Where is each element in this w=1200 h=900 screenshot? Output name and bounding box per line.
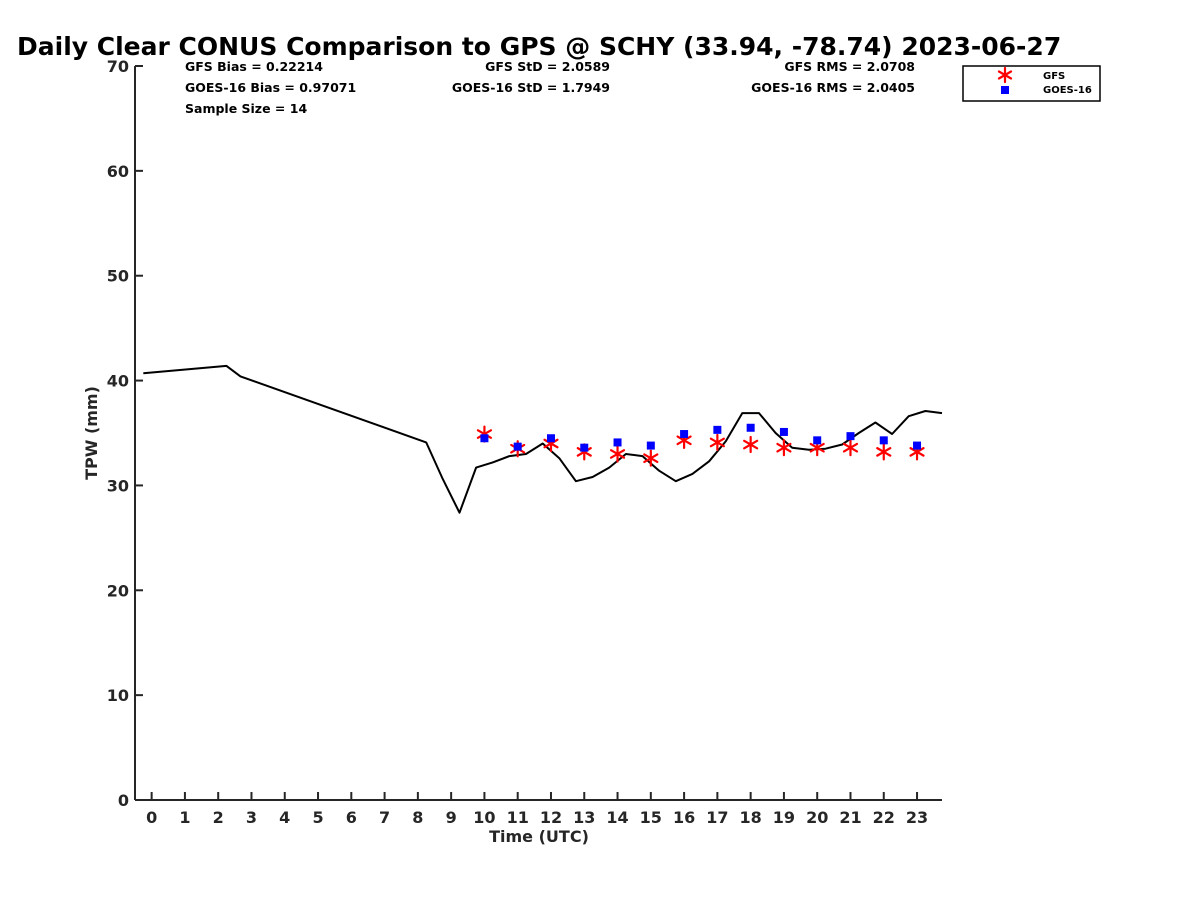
- x-tick-label: 11: [507, 808, 529, 827]
- goes16-point: [546, 434, 555, 443]
- x-axis-ticks: 0 1 2 3 4 5 6 7 8 9 10 11 12 13 14 15 16 17 18 19 20 21 22 23: [146, 792, 928, 827]
- y-tick-label: 0: [118, 791, 129, 810]
- gfs-point: [776, 439, 792, 457]
- legend-gfs-label: GFS: [1043, 71, 1065, 82]
- x-tick-label: 1: [179, 808, 190, 827]
- goes16-point: [879, 436, 888, 445]
- x-tick-label: 14: [606, 808, 628, 827]
- gfs-point: [743, 435, 759, 454]
- y-tick-label: 70: [107, 57, 129, 76]
- x-tick-label: 21: [839, 808, 861, 827]
- x-tick-label: 20: [806, 808, 828, 827]
- goes16-point: [713, 425, 722, 434]
- y-tick-label: 10: [107, 686, 129, 705]
- sample-size-text: Sample Size = 14: [185, 101, 307, 116]
- x-tick-label: 10: [473, 808, 495, 827]
- y-axis-label: TPW (mm): [82, 386, 101, 480]
- legend-gfs-marker: [997, 66, 1013, 84]
- goes-std-text: GOES-16 StD = 1.7949: [452, 80, 610, 95]
- y-tick-label: 60: [107, 162, 129, 181]
- legend-gfs-asterisk-icon: [997, 66, 1013, 84]
- y-axis-ticks: 0 10 20 30 40 50 60 70: [107, 57, 143, 810]
- plot-area: [143, 364, 943, 514]
- goes16-point: [646, 441, 655, 450]
- goes-bias-text: GOES-16 Bias = 0.97071: [185, 80, 356, 95]
- x-tick-label: 4: [279, 808, 290, 827]
- x-tick-label: 15: [640, 808, 662, 827]
- x-tick-label: 9: [446, 808, 457, 827]
- gfs-point: [609, 445, 626, 463]
- goes16-point: [513, 442, 522, 451]
- goes-rms-text: GOES-16 RMS = 2.0405: [751, 80, 915, 95]
- x-tick-label: 3: [246, 808, 257, 827]
- x-tick-label: 12: [540, 808, 562, 827]
- x-tick-label: 18: [740, 808, 762, 827]
- x-tick-label: 2: [213, 808, 224, 827]
- x-tick-label: 8: [412, 808, 423, 827]
- goes16-point: [680, 430, 689, 439]
- x-tick-label: 19: [773, 808, 795, 827]
- gfs-bias-text: GFS Bias = 0.22214: [185, 59, 323, 74]
- gfs-std-text: GFS StD = 2.0589: [485, 59, 610, 74]
- x-tick-label: 13: [573, 808, 595, 827]
- legend-goes-marker: [1001, 86, 1009, 94]
- x-tick-label: 7: [379, 808, 390, 827]
- statistics-block: GFS Bias = 0.22214 GOES-16 Bias = 0.9707…: [185, 59, 915, 116]
- x-tick-label: 22: [873, 808, 895, 827]
- goes16-point: [813, 436, 822, 445]
- goes16-point: [846, 432, 855, 441]
- gfs-rms-text: GFS RMS = 2.0708: [784, 59, 915, 74]
- y-tick-label: 40: [107, 372, 129, 391]
- legend-goes-label: GOES-16: [1043, 85, 1092, 96]
- y-tick-label: 30: [107, 476, 129, 495]
- goes16-point: [580, 443, 589, 452]
- goes16-point: [746, 423, 755, 432]
- x-tick-label: 6: [346, 808, 357, 827]
- legend-goes-square-icon: [1001, 86, 1009, 94]
- legend-box: [962, 65, 1101, 102]
- gfs-point: [643, 449, 659, 467]
- goes16-point: [480, 434, 489, 443]
- x-tick-label: 23: [906, 808, 928, 827]
- axes: [134, 66, 942, 801]
- x-tick-label: 0: [146, 808, 157, 827]
- x-tick-label: 5: [312, 808, 323, 827]
- goes16-point: [613, 438, 622, 447]
- legend: GFS GOES-16: [962, 65, 1101, 102]
- gfs-point: [709, 433, 725, 452]
- x-tick-label: 17: [706, 808, 728, 827]
- gps-tpw-line: [143, 364, 943, 514]
- y-tick-label: 50: [107, 267, 129, 286]
- gfs-point: [842, 439, 859, 457]
- x-tick-label: 16: [673, 808, 695, 827]
- goes16-point: [779, 427, 788, 436]
- y-tick-label: 20: [107, 581, 129, 600]
- gfs-point: [876, 443, 892, 461]
- chart-title: Daily Clear CONUS Comparison to GPS @ SC…: [17, 32, 1061, 61]
- x-axis-label: Time (UTC): [489, 827, 589, 846]
- goes16-point: [913, 441, 922, 450]
